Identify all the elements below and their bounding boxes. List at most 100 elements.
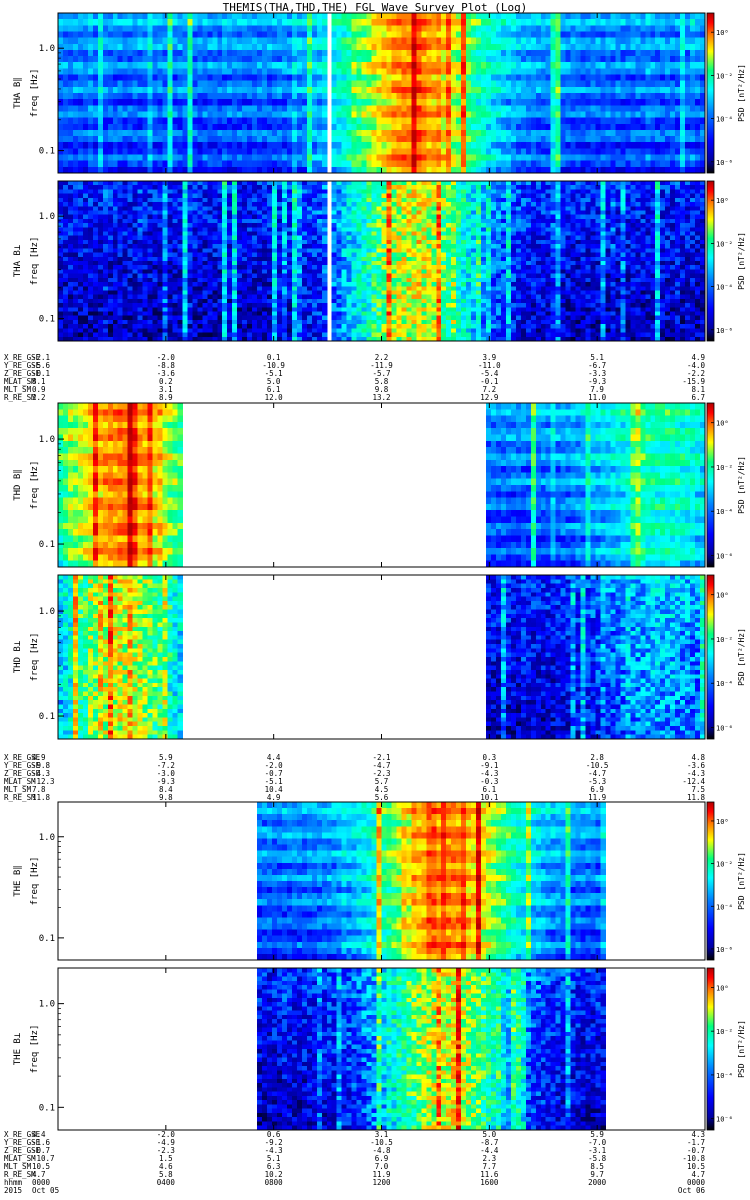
spectrogram-cell xyxy=(426,142,432,149)
spectrogram-cell xyxy=(167,197,174,203)
spectrogram-cell xyxy=(630,160,636,168)
spectrogram-cell xyxy=(262,265,268,271)
spectrogram-cell xyxy=(87,277,94,283)
spectrogram-cell xyxy=(411,19,417,26)
spectrogram-cell xyxy=(490,25,497,33)
spectrogram-cell xyxy=(82,206,89,212)
spectrogram-cell xyxy=(381,99,388,106)
spectrogram-cell xyxy=(127,256,134,262)
spectrogram-cell xyxy=(252,231,258,237)
spectrogram-cell xyxy=(167,193,174,199)
spectrogram-cell xyxy=(222,31,228,39)
spectrogram-cell xyxy=(62,19,69,26)
spectrogram-cell xyxy=(316,86,323,94)
spectrogram-cell xyxy=(476,56,482,63)
spectrogram-cell xyxy=(650,13,656,20)
spectrogram-cell xyxy=(401,154,407,162)
spectrogram-cell xyxy=(132,117,139,125)
spectrogram-cell xyxy=(376,117,383,125)
spectrogram-cell xyxy=(620,80,626,88)
spectrogram-cell xyxy=(675,80,681,88)
spectrogram-cell xyxy=(162,252,169,258)
spectrogram-cell xyxy=(401,105,407,113)
spectrogram-cell xyxy=(550,129,557,137)
spectrogram-cell xyxy=(207,319,213,325)
spectrogram-cell xyxy=(127,197,134,203)
spectrogram-cell xyxy=(366,136,373,143)
spectrogram-cell xyxy=(451,43,457,51)
spectrogram-cell xyxy=(247,227,253,233)
spectrogram-cell xyxy=(142,210,149,216)
spectrogram-cell xyxy=(286,56,293,63)
spectrogram-cell xyxy=(575,62,582,69)
spectrogram-cell xyxy=(630,123,636,131)
spectrogram-cell xyxy=(655,43,661,51)
spectrogram-cell xyxy=(217,214,223,220)
spectrogram-cell xyxy=(476,148,482,156)
spectrogram-cell xyxy=(62,248,69,254)
spectrogram-cell xyxy=(520,142,527,149)
spectrogram-cell xyxy=(281,160,288,168)
spectrogram-cell xyxy=(132,62,139,69)
spectrogram-cell xyxy=(252,319,258,325)
spectrogram-cell xyxy=(361,43,368,51)
spectrogram-cell xyxy=(361,160,368,168)
spectrogram-cell xyxy=(351,68,358,76)
spectrogram-cell xyxy=(102,336,109,342)
spectrogram-cell xyxy=(431,31,437,39)
spectrogram-cell xyxy=(132,273,139,279)
spectrogram-cell xyxy=(182,86,188,94)
spectrogram-cell xyxy=(301,43,308,51)
spectrogram-cell xyxy=(257,202,263,207)
spectrogram-cell xyxy=(117,235,124,241)
spectrogram-cell xyxy=(456,154,462,162)
spectrogram-cell xyxy=(590,129,597,137)
spectrogram-cell xyxy=(87,202,94,207)
spectrogram-cell xyxy=(217,202,223,207)
spectrogram-cell xyxy=(570,74,577,82)
spectrogram-cell xyxy=(142,244,149,249)
spectrogram-cell xyxy=(212,43,218,51)
spectrogram-cell xyxy=(172,19,179,26)
spectrogram-cell xyxy=(545,80,552,88)
spectrogram-cell xyxy=(416,49,422,57)
spectrogram-cell xyxy=(147,239,154,245)
spectrogram-cell xyxy=(242,189,248,195)
spectrogram-cell xyxy=(670,160,676,168)
spectrogram-cell xyxy=(62,185,69,191)
spectrogram-cell xyxy=(386,37,393,45)
spectrogram-cell xyxy=(212,86,218,94)
spectrogram-cell xyxy=(505,43,512,51)
spectrogram-cell xyxy=(386,86,393,94)
spectrogram-cell xyxy=(341,93,348,100)
spectrogram-cell xyxy=(252,189,258,195)
spectrogram-cell xyxy=(461,136,467,143)
spectrogram-cell xyxy=(172,37,179,45)
spectrogram-cell xyxy=(237,252,243,258)
spectrogram-cell xyxy=(500,123,507,131)
spectrogram-cell xyxy=(237,311,243,317)
spectrogram-cell xyxy=(72,332,79,338)
spectrogram-cell xyxy=(540,13,547,20)
spectrogram-cell xyxy=(675,13,681,20)
spectrogram-cell xyxy=(127,328,134,334)
spectrogram-cell xyxy=(291,148,298,156)
spectrogram-cell xyxy=(187,214,193,220)
spectrogram-cell xyxy=(182,286,188,292)
spectrogram-cell xyxy=(157,218,164,224)
spectrogram-cell xyxy=(132,74,139,82)
spectrogram-cell xyxy=(411,148,417,156)
spectrogram-cell xyxy=(127,248,134,254)
spectrogram-cell xyxy=(680,80,686,88)
spectrogram-cell xyxy=(595,105,602,113)
spectrogram-cell xyxy=(117,294,124,300)
spectrogram-cell xyxy=(117,273,124,279)
spectrogram-cell xyxy=(316,117,323,125)
spectrogram-cell xyxy=(167,210,174,216)
spectrogram-cell xyxy=(560,86,567,94)
spectrogram-cell xyxy=(92,181,99,186)
spectrogram-cell xyxy=(142,148,149,156)
spectrogram-cell xyxy=(560,99,567,106)
spectrogram-cell xyxy=(580,129,587,137)
spectrogram-cell xyxy=(530,80,537,88)
